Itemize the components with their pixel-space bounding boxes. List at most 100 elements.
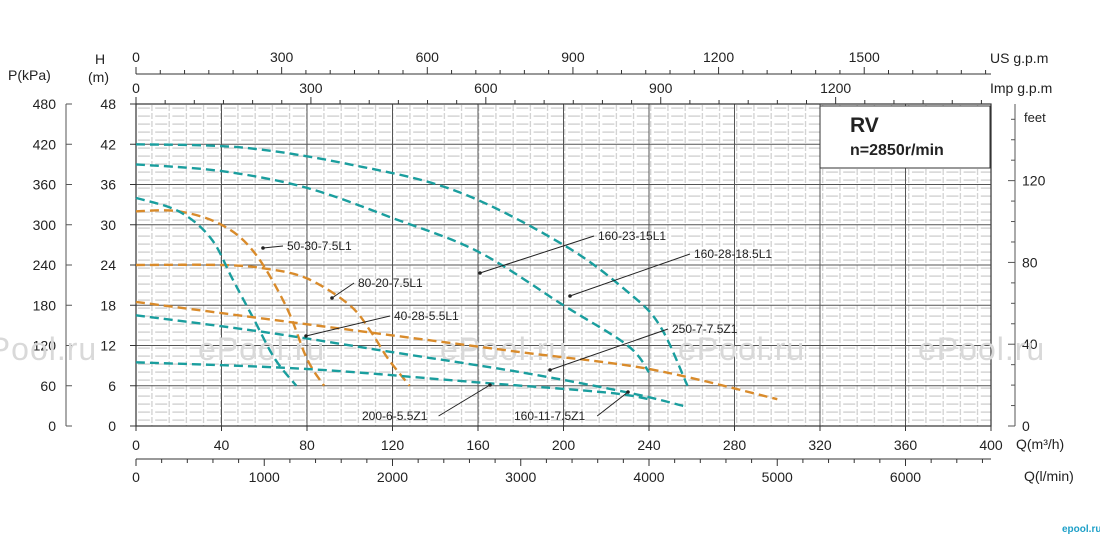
tick-label-lmin-0: 0: [132, 469, 140, 485]
curve-80-20-7-5l1: [135, 263, 411, 387]
tick-label-p-0: 0: [48, 418, 56, 434]
series-layer: [135, 143, 778, 408]
curve-40-28-5-5l1: [135, 196, 298, 387]
tick-label-p-120: 120: [33, 338, 57, 354]
label-250-7-7-5z1: 250-7-7.5Z1: [672, 322, 738, 336]
leader-dot-160-28-18-5l1: [568, 294, 572, 298]
tick-label-m3h-160: 160: [466, 437, 490, 453]
leader-160-11-7-5z1: [596, 391, 629, 417]
tick-label-us-1500: 1500: [849, 49, 880, 65]
leader-dot-160-23-15l1: [478, 271, 482, 275]
label-50-30-7-5l1: 50-30-7.5L1: [287, 239, 352, 253]
chart-title: RV: [850, 114, 879, 137]
unit-p-kpa: P(kPa): [8, 67, 51, 83]
leader-dot-50-30-7-5l1: [261, 246, 265, 250]
leader-dot-200-6-5-5z1: [488, 383, 492, 387]
tick-label-feet-80: 80: [1022, 254, 1038, 270]
unit-h-bottom: (m): [88, 69, 109, 85]
tick-label-m3h-320: 320: [808, 437, 832, 453]
tick-label-h-42: 42: [100, 136, 116, 152]
tick-label-us-900: 900: [561, 49, 585, 65]
tick-label-h-12: 12: [100, 338, 116, 354]
tick-label-m3h-40: 40: [214, 437, 230, 453]
chart-subtitle: n=2850r/min: [850, 142, 944, 159]
tick-label-p-60: 60: [40, 378, 56, 394]
tick-label-p-360: 360: [33, 177, 57, 193]
tick-label-imp-300: 300: [299, 80, 323, 96]
title-box: [819, 105, 991, 169]
tick-label-m3h-200: 200: [552, 437, 576, 453]
tick-label-us-300: 300: [270, 49, 294, 65]
watermark-0: ePool.ru: [0, 331, 97, 367]
tick-label-us-0: 0: [132, 49, 140, 65]
label-160-11-7-5z1: 160-11-7.5Z1: [514, 409, 585, 423]
leader-dot-40-28-5-5l1: [304, 334, 308, 338]
leader-160-28-18-5l1: [569, 253, 691, 297]
unit-h-top: H: [95, 51, 105, 67]
tick-label-m3h-120: 120: [381, 437, 405, 453]
tick-label-imp-600: 600: [474, 80, 498, 96]
label-160-23-15l1: 160-23-15L1: [598, 229, 666, 243]
tick-label-feet-120: 120: [1022, 173, 1046, 189]
unit-us-gpm: US g.p.m: [990, 50, 1048, 66]
tick-label-lmin-2000: 2000: [377, 469, 408, 485]
tick-label-p-420: 420: [33, 136, 57, 152]
tick-label-imp-0: 0: [132, 80, 140, 96]
leader-dot-250-7-7-5z1: [548, 368, 552, 372]
unit-q-m3h-text: Q(m³/h): [1016, 436, 1064, 452]
tick-label-p-300: 300: [33, 217, 57, 233]
y-axis-p-kpa: 0 60 120 180 240 300 360 420 480: [33, 96, 72, 434]
logo: epool.ru: [1062, 524, 1100, 535]
tick-label-m3h-400: 400: [979, 437, 1003, 453]
tick-label-h-36: 36: [100, 177, 116, 193]
tick-label-lmin-4000: 4000: [633, 469, 664, 485]
x-axis-us-gpm: 0 300 600 900 1200 1500: [132, 49, 991, 75]
leader-dot-80-20-7-5l1: [330, 296, 334, 300]
leader-160-23-15l1: [479, 235, 595, 274]
x-axis-q-m3h: 0 40 80 120 160 200 240 280 320 360 400: [132, 426, 1003, 453]
x-axis-imp-gpm: 0 300 600 900 1200: [132, 80, 991, 105]
label-80-20-7-5l1: 80-20-7.5L1: [358, 276, 423, 290]
leader-200-6-5-5z1: [438, 384, 491, 417]
curve-160-23-15l1: [135, 163, 650, 374]
curve-200-6-5-5z1: [135, 361, 650, 401]
tick-label-feet-0: 0: [1022, 418, 1030, 434]
y-axis-h: 0 6 12 18 24 30 36 42 48: [100, 96, 136, 434]
callout-layer: 50-30-7.5L1 80-20-7.5L1 40-28-5.5L1 160-23-…: [261, 229, 772, 423]
unit-q-lmin: Q(l/min): [1024, 468, 1074, 484]
tick-label-lmin-6000: 6000: [890, 469, 921, 485]
leader-80-20-7-5l1: [331, 282, 355, 299]
tick-label-feet-40: 40: [1022, 336, 1038, 352]
watermark-3: ePool.ru: [678, 331, 805, 367]
tick-label-h-6: 6: [108, 378, 116, 394]
tick-label-m3h-80: 80: [299, 437, 315, 453]
tick-label-lmin-5000: 5000: [762, 469, 793, 485]
tick-label-us-600: 600: [416, 49, 440, 65]
watermark-4: ePool.ru: [918, 331, 1045, 367]
tick-label-h-24: 24: [100, 257, 116, 273]
leader-40-28-5-5l1: [305, 315, 391, 337]
tick-label-m3h-240: 240: [637, 437, 661, 453]
tick-label-h-18: 18: [100, 297, 116, 313]
tick-label-p-180: 180: [33, 297, 57, 313]
label-40-28-5-5l1: 40-28-5.5L1: [394, 309, 459, 323]
tick-label-imp-900: 900: [649, 80, 673, 96]
leader-250-7-7-5z1: [549, 328, 669, 371]
tick-label-h-48: 48: [100, 96, 116, 112]
label-200-6-5-5z1: 200-6-5.5Z1: [362, 409, 428, 423]
tick-label-h-0: 0: [108, 418, 116, 434]
unit-q-m3h: Q(m³/h): [1016, 436, 1064, 452]
tick-label-lmin-3000: 3000: [505, 469, 536, 485]
tick-label-imp-1200: 1200: [820, 80, 851, 96]
leader-50-30-7-5l1: [262, 245, 284, 249]
x-axis-q-lmin: 0 1000 2000 3000 4000 5000 6000: [132, 458, 991, 485]
tick-label-m3h-280: 280: [723, 437, 747, 453]
curve-250-7-7-5z1: [135, 300, 778, 401]
y-axis-feet: 0 40 80 120: [1008, 104, 1046, 434]
unit-feet: feet: [1024, 110, 1046, 125]
leader-dot-160-11-7-5z1: [626, 390, 630, 394]
label-160-28-18-5l1: 160-28-18.5L1: [694, 247, 772, 261]
unit-imp-gpm: Imp g.p.m: [990, 80, 1052, 96]
tick-label-m3h-360: 360: [894, 437, 918, 453]
